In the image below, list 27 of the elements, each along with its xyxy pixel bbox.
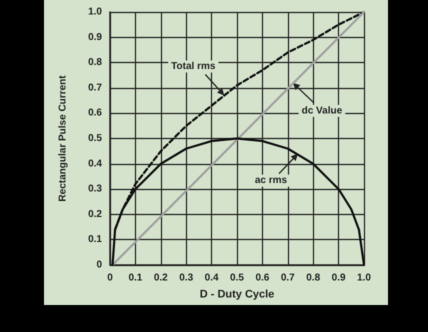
y-tick-label: 0.3 [88, 184, 102, 195]
annotation: ac rms [254, 175, 288, 186]
x-axis-title: D - Duty Cycle [200, 288, 274, 300]
x-tick-label: 0.8 [306, 272, 321, 284]
y-tick-label: 0.8 [88, 57, 102, 68]
x-tick-label: 0.1 [128, 272, 143, 284]
annotation: dc Value [302, 105, 343, 116]
y-tick-label: 0.6 [88, 108, 102, 119]
y-tick-label: 0.1 [88, 234, 102, 246]
x-tick-label: 0.7 [280, 272, 296, 284]
x-tick-label: 0 [107, 272, 114, 284]
x-tick-label: 0.6 [255, 272, 270, 284]
x-tick-label: 0.4 [204, 272, 219, 284]
y-tick-label: 0.5 [88, 133, 102, 144]
x-tick-label: 1.0 [357, 272, 372, 284]
y-axis-title: Rectangular Pulse Current [58, 74, 68, 202]
y-tick-label: 0.2 [88, 208, 102, 220]
y-tick-label: 1.0 [88, 6, 102, 18]
y-tick-label: 0.4 [88, 158, 102, 170]
y-tick-label: 0 [96, 260, 102, 270]
x-tick-label: 0.2 [154, 272, 168, 284]
annotation: Total rms [171, 60, 216, 72]
x-tick-label: 0.3 [179, 272, 194, 284]
x-tick-label: 0.9 [332, 272, 346, 284]
y-tick-label: 0.9 [88, 32, 102, 43]
y-tick-label: 0.7 [88, 82, 102, 94]
x-tick-label: 0.5 [230, 272, 244, 284]
